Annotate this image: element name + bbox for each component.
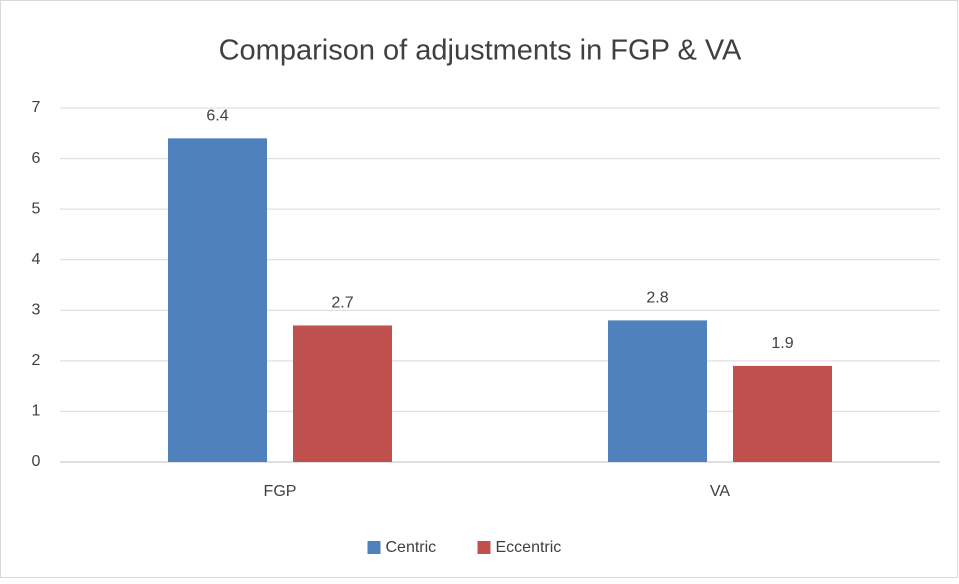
value-label: 6.4 [206,108,228,125]
value-label: 1.9 [771,335,793,352]
y-tick-label: 7 [32,99,41,116]
legend-swatch [477,541,491,554]
chart-title: Comparison of adjustments in FGP & VA [219,35,742,67]
y-tick-label: 0 [32,453,41,470]
y-tick-label: 6 [32,150,41,167]
bar [608,320,707,462]
y-tick-label: 3 [32,302,41,319]
y-tick-label: 2 [32,352,41,369]
y-tick-label: 1 [32,403,41,420]
value-label: 2.8 [646,290,668,307]
x-tick-label: FGP [264,483,297,500]
value-label: 2.7 [331,295,353,312]
x-tick-label: VA [710,483,730,500]
legend-label: Eccentric [496,539,562,556]
legend-label: Centric [386,539,437,556]
legend-swatch [367,541,381,554]
y-tick-label: 4 [32,251,41,268]
bar [293,325,392,462]
bar [733,365,832,462]
y-tick-label: 5 [32,200,41,217]
bar [168,138,267,463]
